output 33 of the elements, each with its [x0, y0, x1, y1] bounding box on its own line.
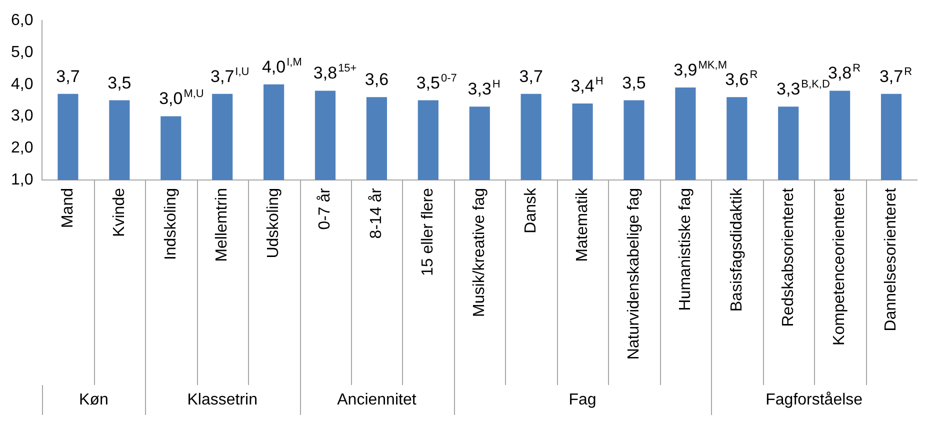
data-label: 3,6: [364, 70, 389, 90]
y-tick-label: 3,0: [10, 108, 34, 125]
y-tick-label: 1,0: [10, 171, 34, 188]
x-tick-label: 8-14 år: [368, 187, 386, 239]
y-tick-label: 2,0: [10, 140, 34, 157]
y-tick-label: 4,0: [10, 76, 34, 93]
data-label: 3,5: [108, 73, 132, 92]
x-tick-label: Basisfagsdidaktik: [728, 187, 746, 312]
x-tick-label: 15 eller flere: [420, 188, 437, 276]
x-tick-label: Indskoling: [162, 188, 180, 260]
y-tick-label: 5,0: [10, 44, 34, 61]
data-label: 3,7: [519, 66, 543, 86]
x-tick-label: Dansk: [522, 187, 540, 234]
x-tick-label: Mand: [59, 188, 76, 228]
x-tick-label: Musik/kreative fag: [471, 188, 488, 317]
x-tick-label: Kvinde: [110, 188, 128, 237]
text: Klassetrin: [187, 391, 258, 408]
x-tick-label: Redskabsorienteret: [780, 187, 797, 327]
x-tick-label: Naturvidenskabelige fag: [625, 188, 642, 360]
x-tick-label: Udskoling: [265, 188, 282, 258]
x-tick-label: 0-7 år: [316, 187, 334, 230]
x-tick-label: Kompetenceorienteret: [831, 187, 848, 346]
x-tick-label: Matematik: [574, 187, 591, 262]
text: Køn: [79, 391, 108, 408]
x-tick-label: Dannelsesorienteret: [882, 187, 900, 332]
text: Fagforståelse: [766, 391, 863, 408]
x-tick-label: Humanistiske fag: [676, 188, 694, 311]
data-label: 3,7: [56, 66, 80, 86]
text: Fag: [568, 391, 596, 408]
y-tick-label: 6,0: [10, 12, 34, 30]
x-tick-label: Mellemtrin: [214, 188, 231, 262]
text: Anciennitet: [337, 391, 417, 408]
data-label: 3,5: [622, 73, 646, 92]
